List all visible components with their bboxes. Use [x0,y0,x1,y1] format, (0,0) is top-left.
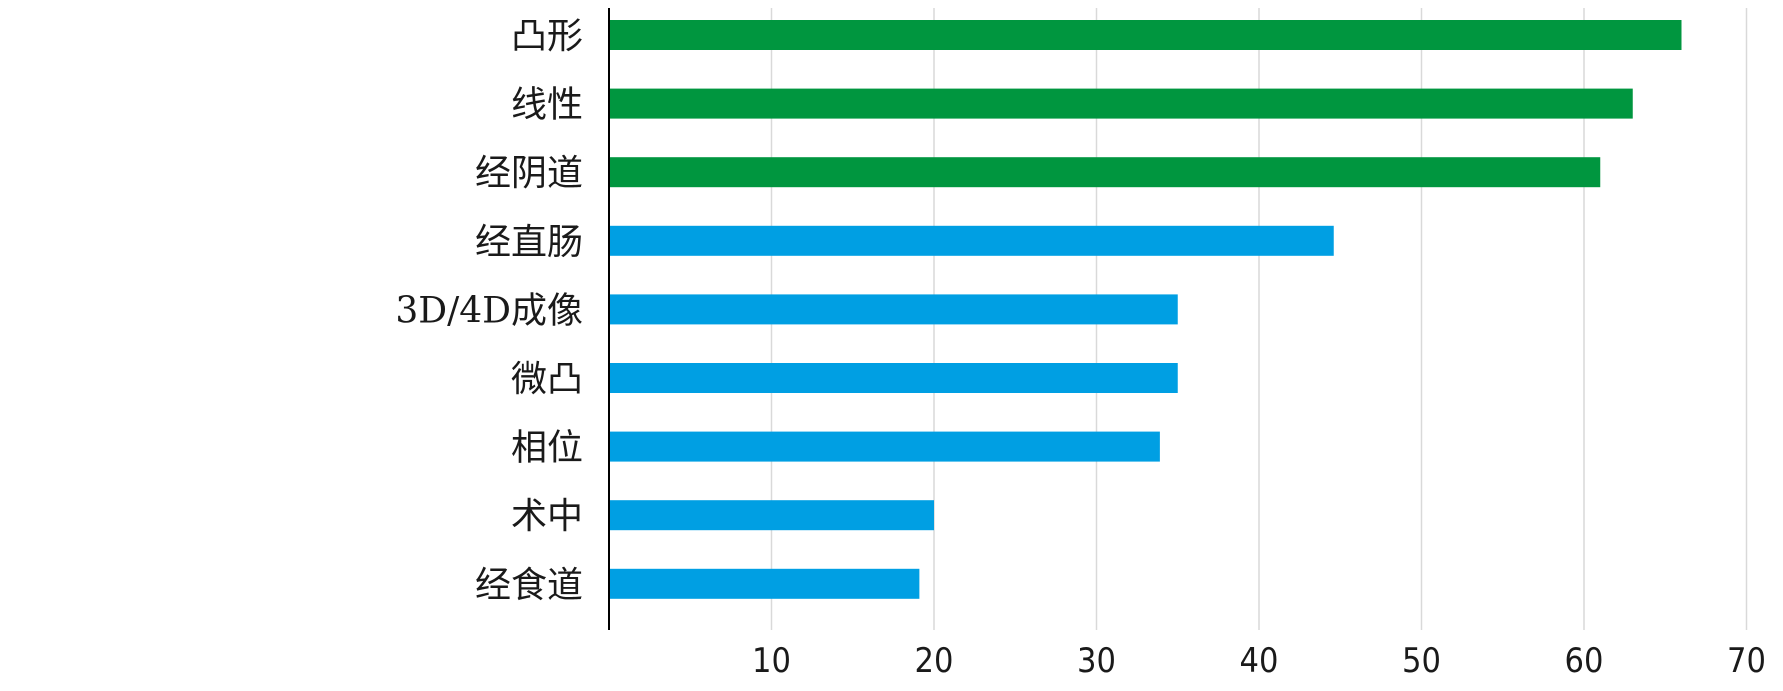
bar [609,431,1160,462]
category-label: 3D/4D成像 [395,290,583,331]
x-tick-label: 60 [1565,641,1604,681]
x-tick-label: 70 [1727,641,1766,681]
category-label: 术中 [511,496,583,537]
bar [609,500,934,531]
bar [609,294,1178,325]
x-tick-label: 30 [1077,641,1116,681]
bar [609,157,1601,188]
x-tick-label: 40 [1240,641,1279,681]
bar [609,568,920,599]
x-tick-label: 20 [915,641,954,681]
category-label: 经直肠 [475,222,583,263]
category-label: 经阴道 [475,153,583,194]
category-label: 线性 [511,85,583,126]
bar [609,363,1178,393]
bar [609,20,1682,50]
bar [609,225,1334,256]
category-label: 相位 [511,428,583,469]
x-tick-label: 10 [752,641,791,681]
x-tick-labels: 10 20 30 40 50 60 70 [752,641,1766,681]
x-tick-label: 50 [1402,641,1441,681]
category-label: 微凸 [511,359,583,400]
bar [609,88,1633,119]
category-label: 凸形 [511,16,583,57]
bars [609,20,1682,599]
category-label: 经食道 [475,565,583,606]
